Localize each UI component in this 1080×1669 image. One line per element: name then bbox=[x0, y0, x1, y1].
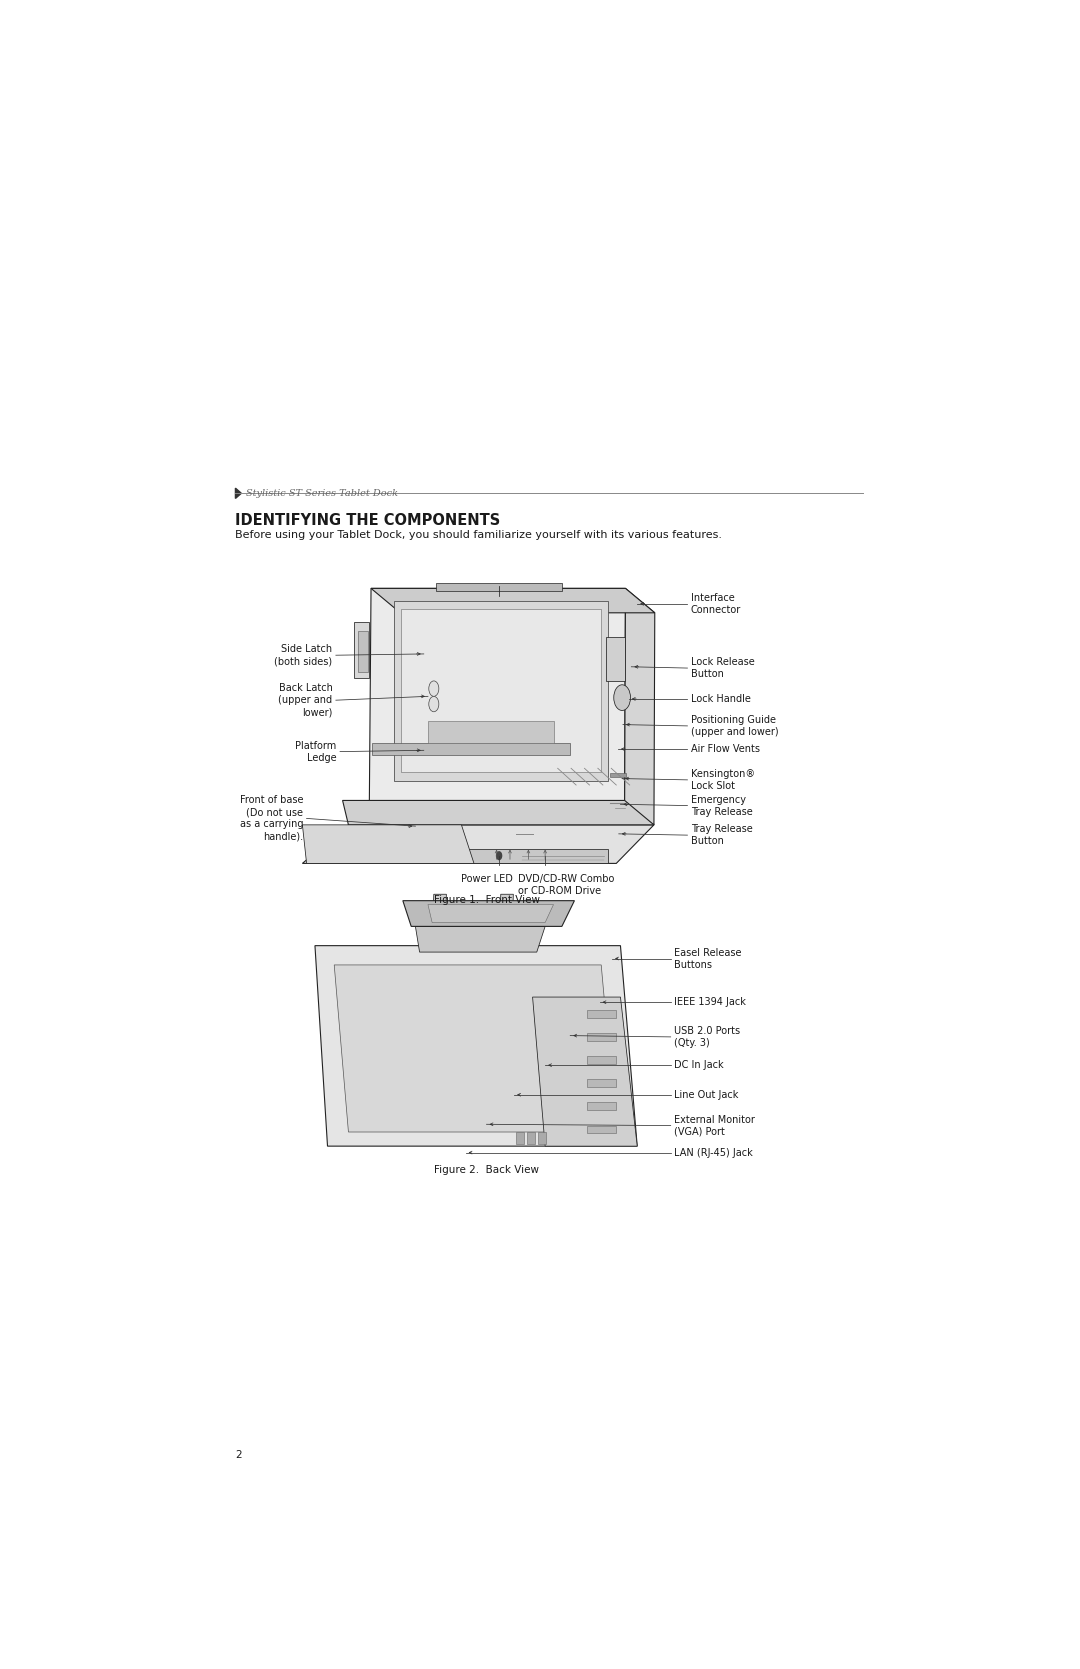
Text: Interface
Connector: Interface Connector bbox=[691, 592, 741, 614]
Text: Power LED: Power LED bbox=[460, 873, 513, 883]
Polygon shape bbox=[432, 895, 446, 946]
Polygon shape bbox=[499, 895, 513, 946]
Polygon shape bbox=[606, 638, 625, 681]
Text: IEEE 1394 Jack: IEEE 1394 Jack bbox=[674, 996, 746, 1006]
Polygon shape bbox=[588, 1056, 617, 1063]
Text: Emergency
Tray Release: Emergency Tray Release bbox=[691, 794, 753, 816]
Polygon shape bbox=[588, 1125, 617, 1133]
Polygon shape bbox=[532, 996, 637, 1147]
Polygon shape bbox=[315, 946, 637, 1147]
Polygon shape bbox=[354, 623, 369, 678]
Text: DVD/CD-RW Combo
or CD-ROM Drive: DVD/CD-RW Combo or CD-ROM Drive bbox=[518, 873, 615, 896]
Polygon shape bbox=[334, 965, 617, 1132]
Polygon shape bbox=[527, 1132, 535, 1143]
Polygon shape bbox=[235, 487, 241, 499]
Polygon shape bbox=[416, 926, 545, 951]
Text: LAN (RJ-45) Jack: LAN (RJ-45) Jack bbox=[674, 1148, 753, 1158]
Text: Before using your Tablet Dock, you should familiarize yourself with its various : Before using your Tablet Dock, you shoul… bbox=[235, 531, 723, 539]
Polygon shape bbox=[401, 609, 602, 773]
Polygon shape bbox=[308, 850, 608, 863]
Text: Figure 1.  Front View: Figure 1. Front View bbox=[433, 895, 540, 905]
Polygon shape bbox=[624, 589, 654, 824]
Text: DC In Jack: DC In Jack bbox=[674, 1060, 724, 1070]
Polygon shape bbox=[428, 721, 554, 743]
Polygon shape bbox=[394, 601, 608, 781]
Polygon shape bbox=[436, 582, 562, 591]
Text: Positioning Guide
(upper and lower): Positioning Guide (upper and lower) bbox=[691, 714, 779, 738]
Polygon shape bbox=[342, 801, 653, 824]
Circle shape bbox=[429, 681, 438, 696]
Polygon shape bbox=[516, 1132, 524, 1143]
Polygon shape bbox=[588, 1010, 617, 1018]
Text: External Monitor
(VGA) Port: External Monitor (VGA) Port bbox=[674, 1115, 755, 1137]
Text: Platform
Ledge: Platform Ledge bbox=[296, 741, 337, 763]
Circle shape bbox=[429, 696, 438, 711]
Text: USB 2.0 Ports
(Qty. 3): USB 2.0 Ports (Qty. 3) bbox=[674, 1026, 740, 1048]
Polygon shape bbox=[302, 824, 474, 863]
Circle shape bbox=[613, 684, 631, 711]
Polygon shape bbox=[609, 773, 626, 778]
Text: IDENTIFYING THE COMPONENTS: IDENTIFYING THE COMPONENTS bbox=[235, 512, 501, 527]
Text: Kensington®
Lock Slot: Kensington® Lock Slot bbox=[691, 769, 755, 791]
Circle shape bbox=[497, 851, 501, 860]
Polygon shape bbox=[588, 1080, 617, 1087]
Polygon shape bbox=[588, 1033, 617, 1041]
Text: 2: 2 bbox=[235, 1450, 242, 1460]
Text: Lock Handle: Lock Handle bbox=[691, 694, 751, 704]
Text: Lock Release
Button: Lock Release Button bbox=[691, 658, 755, 679]
Text: Front of base
(Do not use
as a carrying
handle).: Front of base (Do not use as a carrying … bbox=[240, 796, 303, 841]
Text: Side Latch
(both sides): Side Latch (both sides) bbox=[274, 644, 333, 666]
Text: Air Flow Vents: Air Flow Vents bbox=[691, 744, 759, 754]
Text: Figure 2.  Back View: Figure 2. Back View bbox=[434, 1165, 539, 1175]
Polygon shape bbox=[357, 631, 367, 673]
Polygon shape bbox=[588, 1103, 617, 1110]
Text: Easel Release
Buttons: Easel Release Buttons bbox=[674, 948, 742, 970]
Text: Line Out Jack: Line Out Jack bbox=[674, 1090, 739, 1100]
Polygon shape bbox=[302, 824, 653, 863]
Polygon shape bbox=[369, 589, 625, 801]
Polygon shape bbox=[372, 743, 570, 756]
Polygon shape bbox=[372, 589, 654, 613]
Text: Stylistic ST Series Tablet Dock: Stylistic ST Series Tablet Dock bbox=[246, 489, 399, 497]
Text: Tray Release
Button: Tray Release Button bbox=[691, 824, 753, 846]
Polygon shape bbox=[403, 901, 575, 926]
Polygon shape bbox=[538, 1132, 546, 1143]
Text: Back Latch
(upper and
lower): Back Latch (upper and lower) bbox=[279, 683, 333, 718]
Polygon shape bbox=[428, 905, 554, 923]
